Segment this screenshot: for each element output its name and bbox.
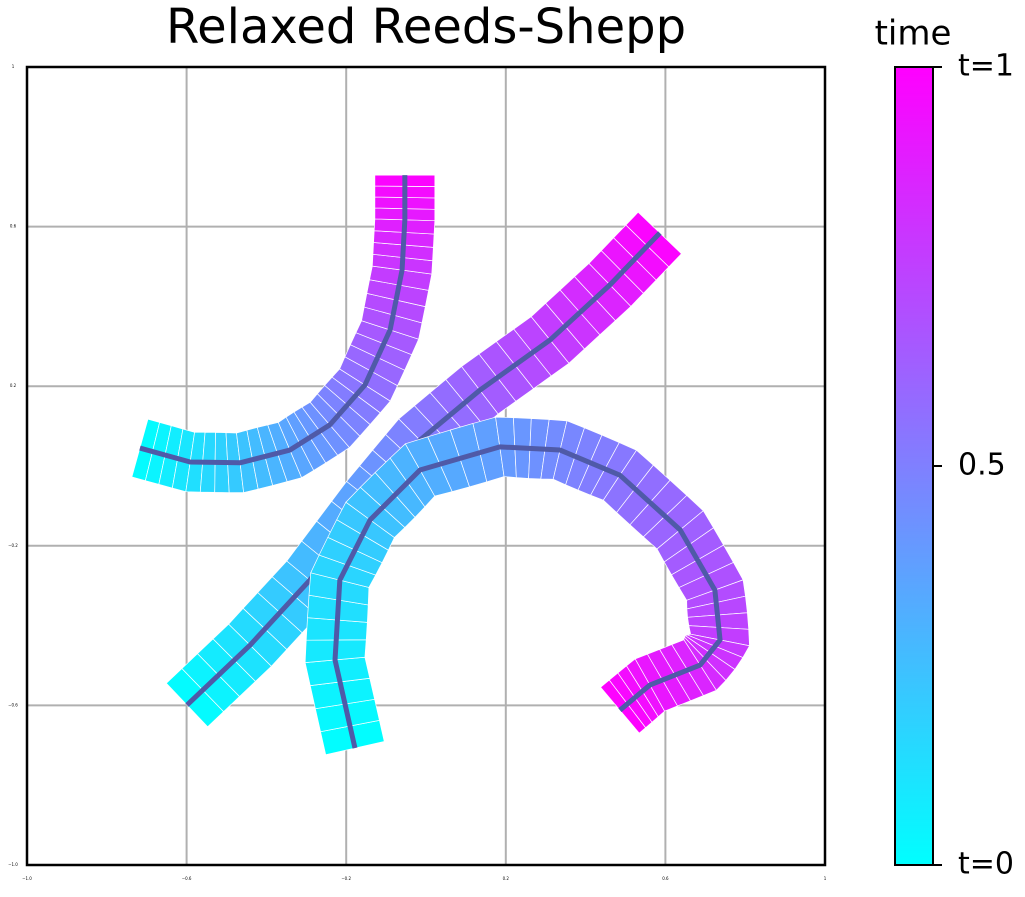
x-tick-label: −1.0 [22,876,32,881]
colorbar-tick-label: t=0 [958,847,1014,882]
colorbar-tick-label: t=1 [958,49,1014,84]
trajectory-line [332,444,723,749]
x-tick-label: 1 [824,876,827,881]
x-tick-label: 0.6 [662,876,669,881]
trajectory-line [139,175,408,466]
chart-title: Relaxed Reeds-Shepp [166,0,686,55]
colorbar [894,66,934,866]
y-tick-label: −0.2 [8,543,18,548]
y-tick-label: −0.6 [8,702,18,707]
plot-frame [25,65,827,867]
y-tick-label: 1 [12,64,15,69]
x-tick-label: −0.2 [341,876,351,881]
y-tick-label: 0.6 [10,224,17,229]
colorbar-tick-label: 0.5 [958,448,1006,483]
x-tick-label: 0.2 [503,876,510,881]
x-tick-label: −0.6 [182,876,192,881]
y-tick-label: 0.2 [10,383,17,388]
y-tick-label: −1.0 [8,862,18,867]
colorbar-label: time [875,14,952,54]
